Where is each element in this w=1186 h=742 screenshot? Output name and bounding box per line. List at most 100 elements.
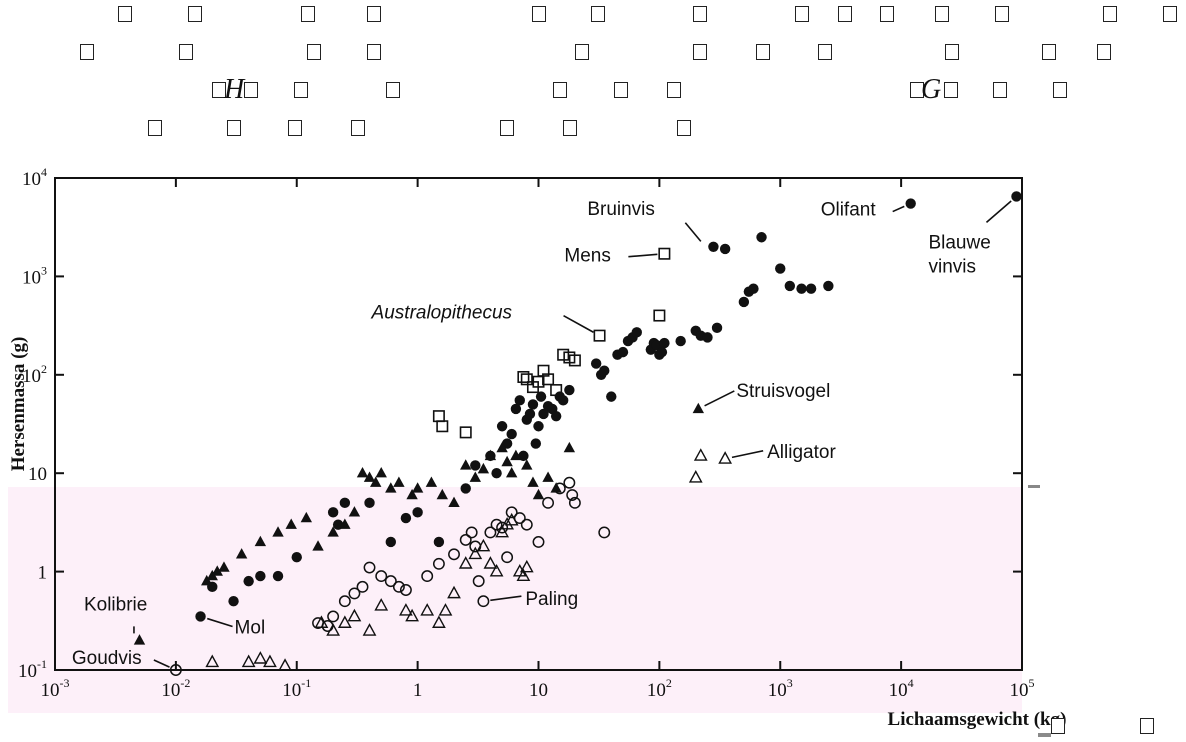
point-filled-circle (756, 232, 767, 243)
missing-glyph-box (944, 82, 958, 98)
point-filled-circle (557, 395, 569, 406)
point-filled-triangle (348, 506, 361, 517)
dash-mark (1038, 733, 1051, 737)
header-row-4 (0, 120, 1186, 150)
point-filled-triangle (532, 488, 545, 500)
point-open-triangle (278, 658, 292, 671)
missing-glyph-box (993, 82, 1007, 98)
point-open-square (568, 354, 581, 367)
point-filled-circle (823, 280, 834, 292)
point-open-circle (477, 595, 490, 608)
point-open-square (658, 247, 671, 260)
missing-glyph-box (212, 82, 226, 98)
annotation-leader-line (704, 390, 735, 407)
point-filled-triangle (211, 565, 223, 576)
point-open-square (653, 309, 666, 322)
header-row-3: H G (0, 76, 1186, 112)
point-filled-circle (675, 335, 686, 347)
point-open-circle (448, 548, 460, 561)
point-open-circle (348, 587, 361, 600)
point-filled-triangle (406, 488, 418, 500)
point-filled-circle (535, 391, 547, 402)
point-filled-circle (656, 346, 668, 358)
missing-glyph-box (307, 44, 321, 60)
point-filled-triangle (411, 482, 424, 493)
point-filled-circle (530, 438, 542, 449)
point-open-triangle (347, 608, 362, 622)
missing-glyph-box (935, 6, 949, 22)
point-filled-triangle (425, 476, 438, 487)
point-filled-triangle (385, 482, 397, 493)
point-open-triangle (495, 524, 509, 538)
point-open-circle (568, 496, 581, 509)
missing-glyph-box (1051, 718, 1065, 734)
point-filled-circle (599, 365, 610, 376)
point-open-circle (459, 533, 472, 546)
point-open-triangle (688, 470, 703, 483)
point-open-circle (375, 570, 388, 583)
point-open-square (542, 373, 555, 386)
missing-glyph-box (1042, 44, 1056, 60)
x-axis-label: Lichaamsgewicht (kg) (888, 709, 1067, 730)
missing-glyph-box (910, 82, 924, 98)
missing-glyph-box (693, 44, 707, 60)
missing-glyph-box (677, 120, 691, 136)
point-open-circle (563, 476, 576, 489)
x-tick-label: 10-1 (282, 676, 311, 701)
annotation-leader-line (628, 253, 658, 258)
point-open-circle (501, 551, 514, 564)
point-open-triangle (263, 654, 277, 668)
missing-glyph-box (1053, 82, 1067, 98)
y-tick-label: 10 (28, 464, 47, 485)
point-open-circle (432, 557, 445, 570)
point-filled-triangle (563, 441, 576, 453)
point-filled-triangle (542, 471, 554, 482)
point-filled-triangle (469, 471, 481, 482)
point-filled-circle (659, 337, 670, 349)
missing-glyph-box (179, 44, 193, 60)
missing-glyph-box (575, 44, 589, 60)
point-filled-circle (564, 384, 575, 396)
point-open-circle (399, 584, 412, 596)
point-filled-circle (796, 283, 807, 294)
point-filled-triangle (484, 449, 497, 461)
point-filled-circle (590, 358, 602, 369)
y-tick-label: 10-1 (18, 657, 47, 682)
point-filled-circle (524, 408, 536, 420)
point-filled-circle (631, 327, 642, 338)
annotation-label: Goudvis (72, 648, 142, 669)
missing-glyph-box (188, 6, 202, 22)
annotation-label: Blauwe vinvis (928, 232, 990, 277)
missing-glyph-box (838, 6, 852, 22)
point-open-triangle (519, 559, 534, 573)
point-filled-circle (617, 346, 629, 358)
point-open-square (432, 410, 445, 423)
missing-glyph-box (995, 6, 1009, 22)
point-open-triangle (504, 512, 519, 526)
missing-glyph-box (563, 120, 577, 136)
math-letter-h: H (224, 74, 245, 105)
point-filled-circle (400, 512, 412, 524)
point-filled-circle (711, 322, 723, 334)
annotation-label: Mens (564, 246, 610, 267)
point-filled-circle (905, 198, 916, 209)
point-open-circle (356, 580, 369, 593)
point-open-circle (472, 575, 485, 588)
point-filled-circle (775, 263, 786, 274)
x-tick-label: 10-3 (41, 676, 70, 701)
missing-glyph-box (227, 120, 241, 136)
y-axis-label: Hersenmassa (g) (8, 337, 29, 472)
point-filled-circle (364, 497, 375, 509)
missing-glyph-box (818, 44, 832, 60)
point-open-triangle (253, 651, 268, 664)
missing-glyph-box (756, 44, 770, 60)
x-tick-label: 10-2 (161, 676, 190, 701)
point-filled-triangle (510, 449, 522, 461)
x-tick-label: 102 (647, 676, 672, 701)
point-filled-circle (708, 241, 719, 252)
point-open-triangle (500, 516, 514, 530)
point-open-circle (484, 526, 497, 539)
missing-glyph-box (288, 120, 302, 136)
missing-glyph-box (1097, 44, 1111, 60)
